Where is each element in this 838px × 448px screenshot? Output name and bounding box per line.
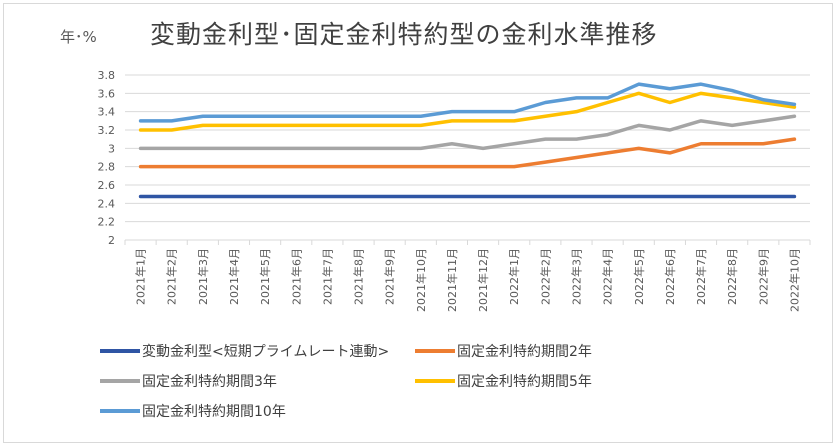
x-tick-label: 2022年3月 [569, 248, 583, 305]
x-tick-label: 2022年1月 [507, 248, 521, 305]
series-line-1 [138, 137, 797, 169]
y-tick-label: 3.6 [98, 87, 116, 100]
x-tick-label: 2021年12月 [476, 248, 490, 312]
legend-label: 変動金利型<短期プライムレート連動> [142, 344, 390, 360]
legend-swatch [415, 379, 455, 383]
legend-item: 固定金利特約期間3年 [100, 371, 277, 391]
legend-swatch [100, 379, 140, 383]
x-tick-label: 2022年7月 [694, 248, 708, 305]
legend-label: 固定金利特約期間3年 [142, 374, 277, 390]
x-tick-label: 2022年6月 [663, 248, 677, 305]
x-tick-label: 2021年8月 [352, 248, 366, 305]
x-tick-label: 2021年4月 [227, 248, 241, 305]
x-tick-label: 2021年5月 [258, 248, 272, 305]
y-tick-label: 2 [108, 234, 115, 247]
x-tick-label: 2021年11月 [445, 248, 459, 312]
legend-swatch [100, 409, 140, 413]
y-tick-label: 3.4 [98, 106, 116, 119]
legend-item: 固定金利特約期間2年 [415, 341, 592, 361]
x-tick-label: 2021年6月 [289, 248, 303, 305]
y-tick-label: 3.8 [98, 69, 116, 82]
x-tick-label: 2022年2月 [538, 248, 552, 305]
legend-item: 固定金利特約期間10年 [100, 401, 286, 421]
x-tick-label: 2021年9月 [383, 248, 397, 305]
y-tick-label: 3.2 [98, 124, 116, 137]
x-tick-label: 2022年4月 [601, 248, 615, 305]
y-tick-label: 2.6 [98, 179, 116, 192]
x-tick-label: 2022年5月 [632, 248, 646, 305]
series-line-2 [138, 114, 797, 151]
legend-label: 固定金利特約期間2年 [457, 344, 592, 360]
x-tick-label: 2021年3月 [196, 248, 210, 305]
legend-swatch [100, 349, 140, 353]
legend-label: 固定金利特約期間10年 [142, 404, 286, 420]
x-tick-label: 2022年10月 [787, 248, 801, 312]
legend-swatch [415, 349, 455, 353]
legend-label: 固定金利特約期間5年 [457, 374, 592, 390]
series-line-3 [138, 91, 797, 132]
y-tick-label: 2.4 [98, 197, 116, 210]
x-tick-label: 2021年7月 [320, 248, 334, 305]
y-tick-label: 2.8 [98, 161, 116, 174]
legend-item: 変動金利型<短期プライムレート連動> [100, 341, 389, 361]
x-tick-label: 2021年2月 [165, 248, 179, 305]
chart-title: 変動金利型･固定金利特約型の金利水準推移 [150, 20, 658, 49]
y-tick-label: 2.2 [98, 216, 116, 229]
y-axis-unit-label: 年･% [60, 28, 97, 46]
series-line-4 [138, 82, 797, 123]
x-tick-label: 2022年9月 [756, 248, 770, 305]
x-tick-label: 2022年8月 [725, 248, 739, 305]
legend-item: 固定金利特約期間5年 [415, 371, 592, 391]
y-tick-label: 3 [108, 142, 115, 155]
x-tick-label: 2021年10月 [414, 248, 428, 312]
chart-frame [3, 3, 833, 443]
x-tick-label: 2021年1月 [134, 248, 148, 305]
